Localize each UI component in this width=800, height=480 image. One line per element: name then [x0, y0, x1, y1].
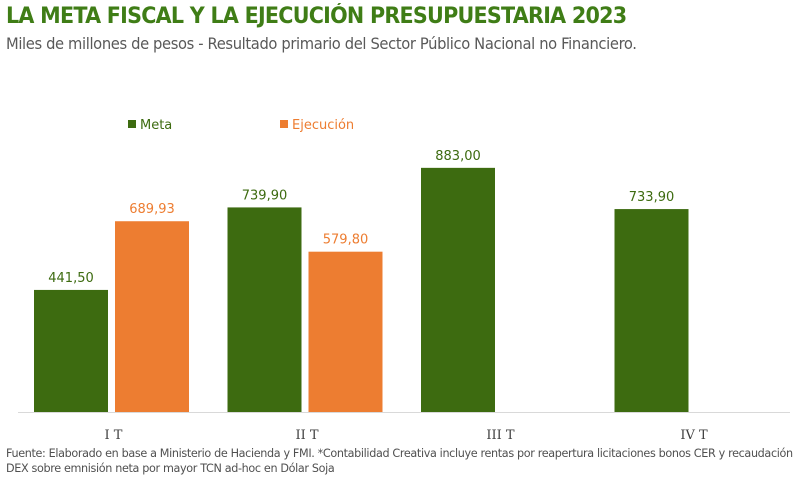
legend-swatch-ejecución — [280, 120, 288, 128]
x-tick-label: IV T — [680, 428, 708, 443]
bar-ejecución-2 — [308, 251, 383, 412]
chart-subtitle: Miles de millones de pesos - Resultado p… — [6, 34, 637, 53]
chart-title: LA META FISCAL Y LA EJECUCIÓN PRESUPUEST… — [6, 4, 627, 29]
x-tick-label: III T — [486, 428, 515, 443]
bar-meta-4 — [614, 209, 689, 412]
bar-meta-2 — [227, 207, 302, 412]
legend-swatch-meta — [128, 120, 136, 128]
bar-ejecución-1 — [115, 221, 189, 412]
data-label: 579,80 — [323, 233, 369, 248]
source-footnote: Fuente: Elaborado en base a Ministerio d… — [6, 447, 793, 475]
data-label: 733,90 — [629, 190, 675, 205]
data-label: 441,50 — [48, 271, 94, 286]
x-tick-label: II T — [295, 428, 318, 443]
data-label: 739,90 — [242, 188, 288, 203]
legend-label: Ejecución — [292, 118, 354, 133]
x-tick-label: I T — [105, 428, 123, 443]
data-label: 883,00 — [435, 149, 481, 164]
bar-meta-3 — [421, 167, 495, 412]
legend-label: Meta — [140, 118, 172, 133]
bar-meta-1 — [34, 289, 108, 412]
data-label: 689,93 — [129, 202, 175, 217]
